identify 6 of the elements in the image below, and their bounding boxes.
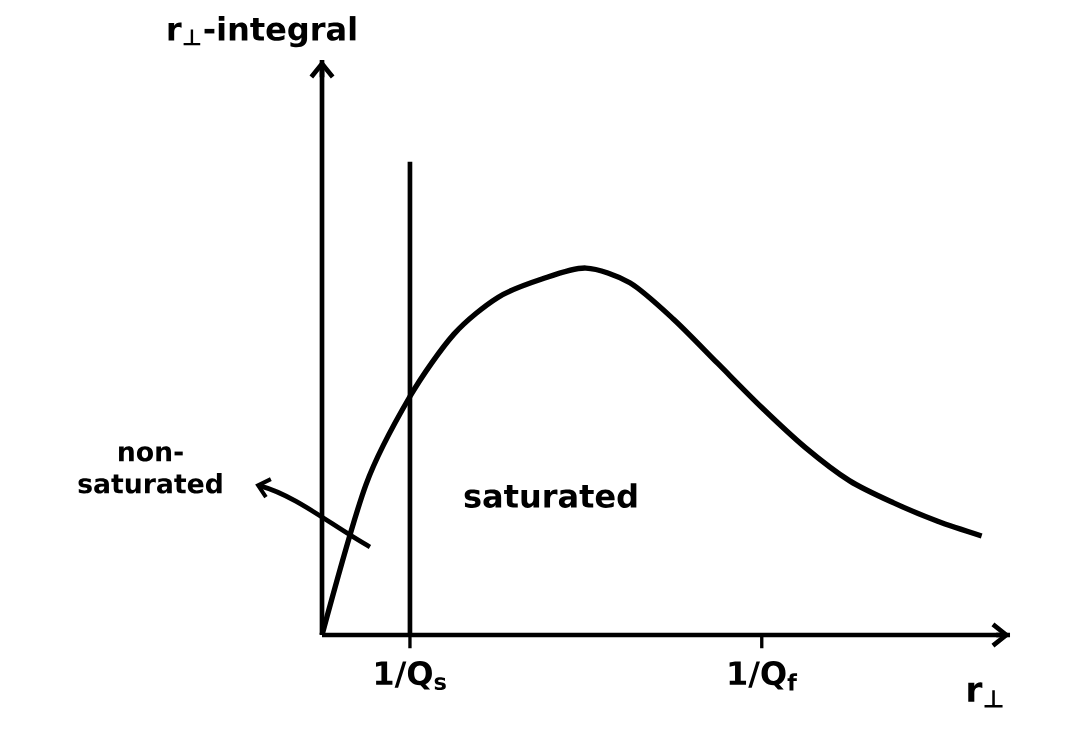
x-axis-title: r$_{⊥}$ [968, 682, 1003, 708]
text: non-saturated [78, 446, 222, 494]
x-tick-label: 1/Q$_{f}$ [729, 661, 798, 691]
text: r$_{⊥}$-integral [168, 16, 356, 48]
x-tick-label: 1/Q$_{s}$ [376, 661, 446, 691]
annotation: saturated [464, 483, 637, 508]
